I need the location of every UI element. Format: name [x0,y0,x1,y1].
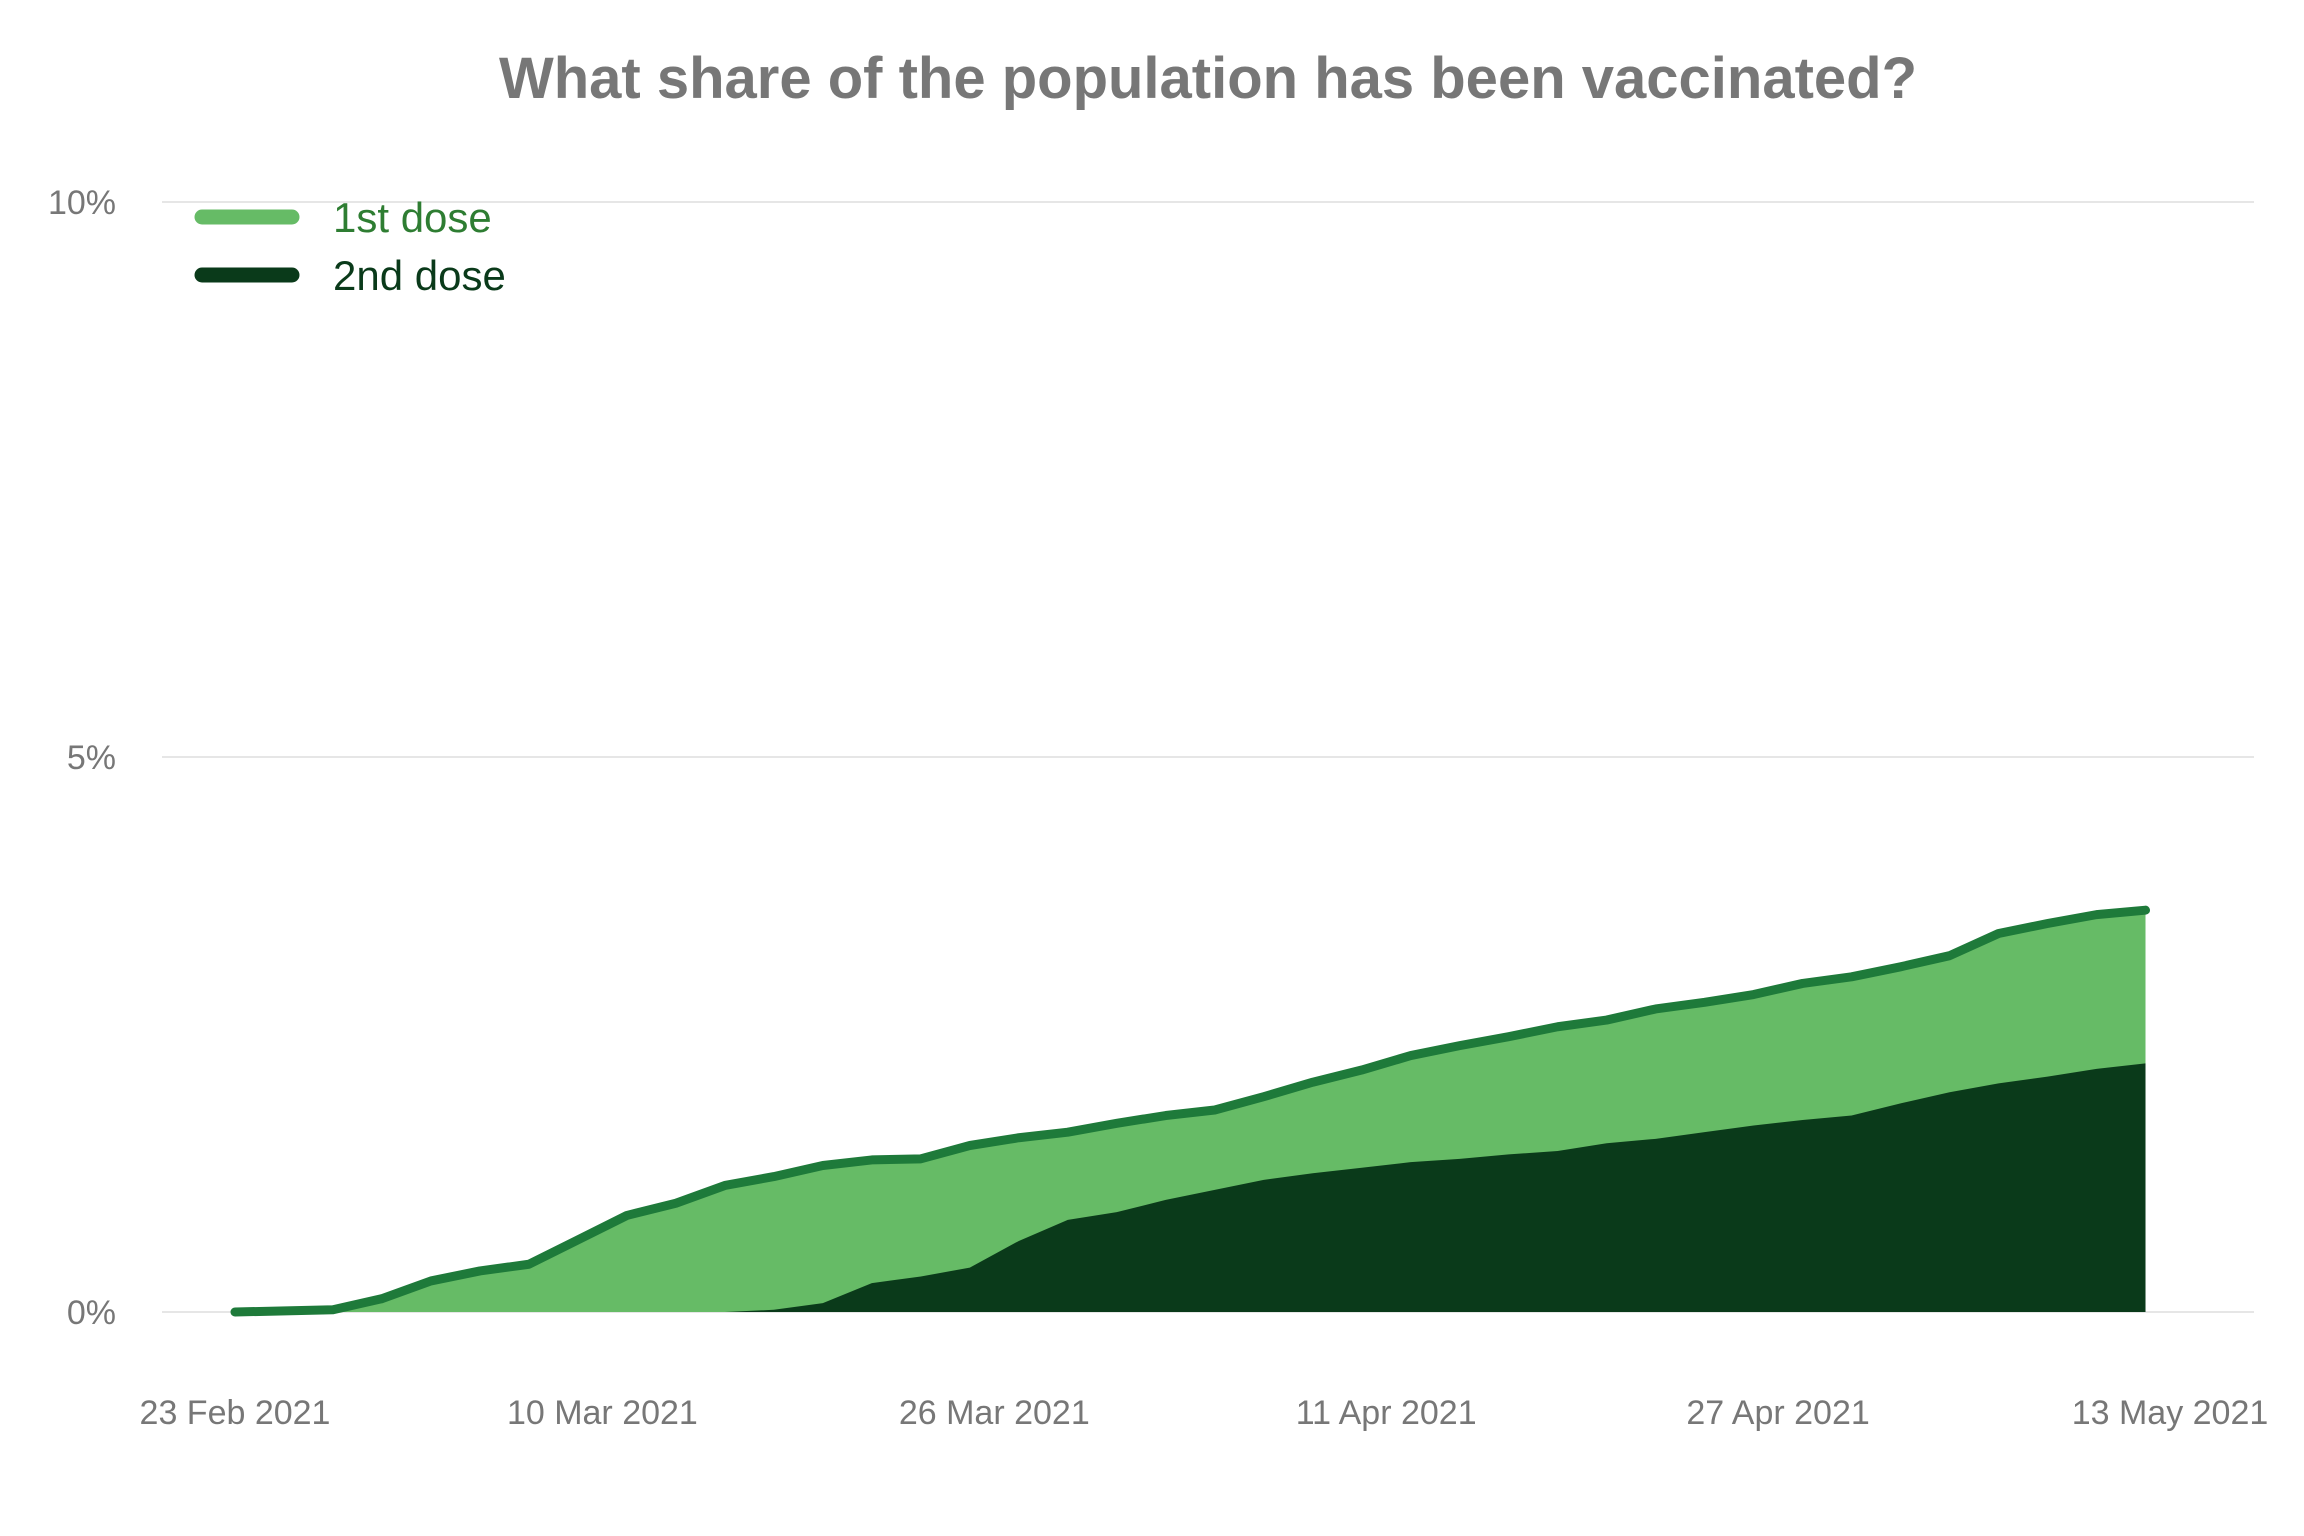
axis-layer: 0% 5% 10% 23 Feb 2021 10 Mar 2021 26 Mar 2021… [48,184,2268,1432]
y-tick-label: 0% [67,1294,116,1332]
x-tick-label: 27 Apr 2021 [1686,1394,1869,1432]
x-tick-label: 26 Mar 2021 [899,1394,1090,1432]
second-dose-area [235,1063,2146,1312]
legend[interactable]: 1st dose 2nd dose [194,194,506,299]
y-tick-label: 10% [48,184,116,222]
x-tick-label: 11 Apr 2021 [1296,1394,1477,1432]
chart-title: What share of the population has been va… [499,46,1917,111]
x-tick-label: 10 Mar 2021 [507,1394,698,1432]
area-layer [230,905,2151,1317]
x-tick-label: 13 May 2021 [2072,1394,2269,1432]
first-dose-line [230,905,2151,1317]
x-tick-label: 23 Feb 2021 [140,1394,331,1432]
legend-label-second-dose: 2nd dose [333,252,506,299]
y-tick-label: 5% [67,739,116,777]
legend-item-first-dose[interactable]: 1st dose [194,194,492,241]
legend-label-first-dose: 1st dose [333,194,492,241]
legend-item-second-dose[interactable]: 2nd dose [194,252,506,299]
